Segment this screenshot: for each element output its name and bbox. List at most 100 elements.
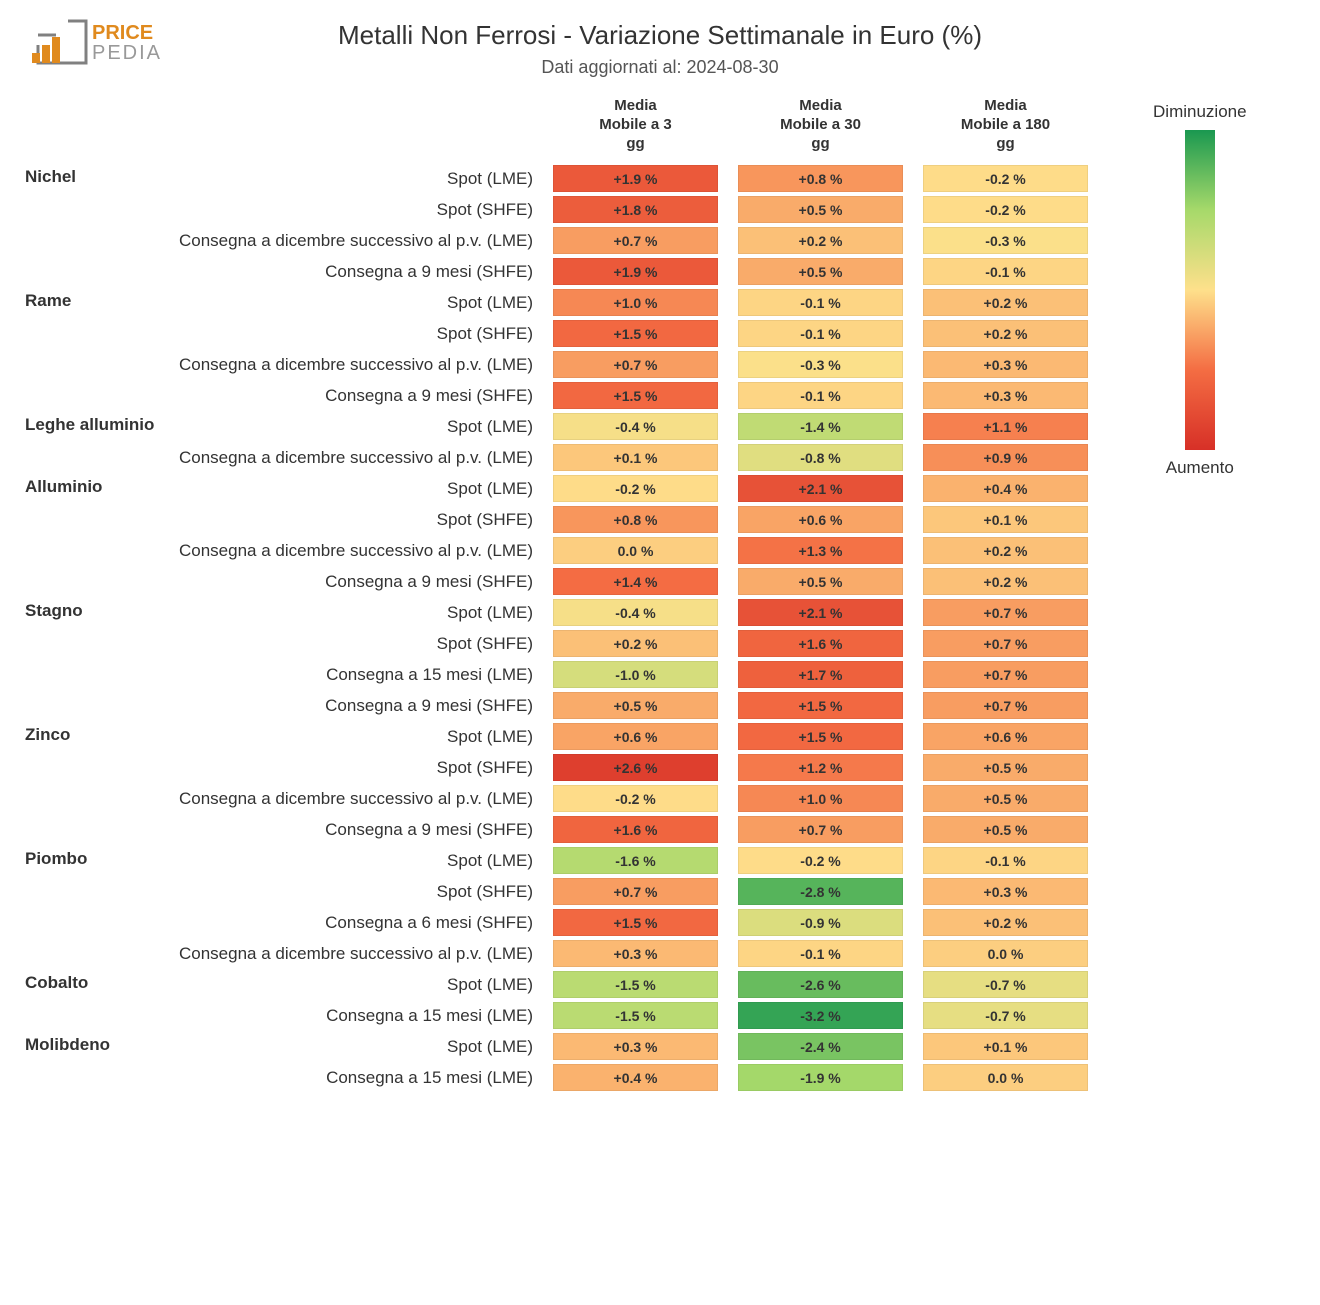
- heatmap-cell: +0.6 %: [738, 506, 903, 533]
- heatmap-cell: -0.2 %: [923, 165, 1088, 192]
- heatmap-cell-td: +0.7 %: [913, 628, 1098, 659]
- heatmap-cell-td: +0.6 %: [543, 721, 728, 752]
- metal-group-label: Nichel: [25, 163, 175, 194]
- heatmap-cell-td: +0.1 %: [543, 442, 728, 473]
- contract-label: Spot (LME): [175, 411, 543, 442]
- table-row: Consegna a dicembre successivo al p.v. (…: [25, 938, 1098, 969]
- heatmap-cell-td: +0.7 %: [728, 814, 913, 845]
- heatmap-cell-td: +1.2 %: [728, 752, 913, 783]
- col-line1: Media: [549, 97, 722, 116]
- heatmap-cell: -0.3 %: [738, 351, 903, 378]
- table-row: Consegna a 9 mesi (SHFE)+1.5 %-0.1 %+0.3…: [25, 380, 1098, 411]
- contract-label: Consegna a dicembre successivo al p.v. (…: [175, 349, 543, 380]
- heatmap-cell: -0.1 %: [738, 289, 903, 316]
- metal-group-label: [25, 566, 175, 597]
- heatmap-cell-td: +0.7 %: [543, 349, 728, 380]
- metal-group-label: [25, 814, 175, 845]
- table-row: MolibdenoSpot (LME)+0.3 %-2.4 %+0.1 %: [25, 1031, 1098, 1062]
- heatmap-cell: +1.5 %: [738, 723, 903, 750]
- heatmap-cell-td: -1.4 %: [728, 411, 913, 442]
- heatmap-cell-td: +0.4 %: [543, 1062, 728, 1093]
- heatmap-cell-td: +0.1 %: [913, 504, 1098, 535]
- metal-group-label: [25, 907, 175, 938]
- contract-label: Spot (SHFE): [175, 876, 543, 907]
- metal-group-label: Rame: [25, 287, 175, 318]
- table-row: Spot (SHFE)+0.2 %+1.6 %+0.7 %: [25, 628, 1098, 659]
- heatmap-cell-td: -0.1 %: [913, 256, 1098, 287]
- column-header: MediaMobile a 180gg: [913, 93, 1098, 163]
- heatmap-cell-td: -0.1 %: [728, 380, 913, 411]
- heatmap-cell-td: -0.1 %: [728, 938, 913, 969]
- pricepedia-logo: PRICE PEDIA: [30, 15, 175, 70]
- heatmap-cell: 0.0 %: [923, 940, 1088, 967]
- heatmap-cell-td: -0.3 %: [913, 225, 1098, 256]
- col-line3: gg: [734, 135, 907, 154]
- contract-label: Consegna a 15 mesi (LME): [175, 1062, 543, 1093]
- heatmap-cell-td: +1.9 %: [543, 163, 728, 194]
- heatmap-cell-td: +1.5 %: [543, 380, 728, 411]
- metal-group-label: [25, 659, 175, 690]
- heatmap-cell-td: -0.2 %: [543, 473, 728, 504]
- heatmap-cell-td: -0.2 %: [543, 783, 728, 814]
- contract-label: Consegna a dicembre successivo al p.v. (…: [175, 783, 543, 814]
- col-line1: Media: [734, 97, 907, 116]
- logo-text-top: PRICE: [92, 22, 153, 44]
- heatmap-cell: -1.4 %: [738, 413, 903, 440]
- col-line3: gg: [919, 135, 1092, 154]
- heatmap-cell: +0.6 %: [553, 723, 718, 750]
- heatmap-cell-td: +1.5 %: [728, 690, 913, 721]
- heatmap-cell: +0.7 %: [923, 692, 1088, 719]
- table-row: ZincoSpot (LME)+0.6 %+1.5 %+0.6 %: [25, 721, 1098, 752]
- heatmap-cell: -0.1 %: [923, 258, 1088, 285]
- heatmap-cell-td: +0.7 %: [913, 659, 1098, 690]
- metal-group-label: [25, 442, 175, 473]
- metal-group-label: [25, 690, 175, 721]
- heatmap-cell-td: +0.8 %: [728, 163, 913, 194]
- heatmap-cell: +0.1 %: [553, 444, 718, 471]
- heatmap-cell-td: -2.4 %: [728, 1031, 913, 1062]
- heatmap-cell: +2.1 %: [738, 475, 903, 502]
- main-layout: MediaMobile a 3ggMediaMobile a 30ggMedia…: [25, 93, 1295, 1093]
- metal-group-label: [25, 752, 175, 783]
- contract-label: Spot (SHFE): [175, 628, 543, 659]
- heatmap-cell-td: -0.1 %: [728, 287, 913, 318]
- heatmap-cell: +1.0 %: [738, 785, 903, 812]
- table-row: PiomboSpot (LME)-1.6 %-0.2 %-0.1 %: [25, 845, 1098, 876]
- heatmap-cell-td: +1.5 %: [543, 318, 728, 349]
- contract-label: Spot (LME): [175, 721, 543, 752]
- heatmap-cell-td: +2.1 %: [728, 473, 913, 504]
- heatmap-cell: +0.2 %: [553, 630, 718, 657]
- heatmap-cell-td: -0.4 %: [543, 597, 728, 628]
- heatmap-cell: +1.6 %: [553, 816, 718, 843]
- heatmap-cell: +1.5 %: [553, 382, 718, 409]
- heatmap-cell-td: +1.6 %: [543, 814, 728, 845]
- table-row: Spot (SHFE)+1.5 %-0.1 %+0.2 %: [25, 318, 1098, 349]
- metal-group-label: [25, 194, 175, 225]
- table-row: Consegna a dicembre successivo al p.v. (…: [25, 349, 1098, 380]
- heatmap-cell: -1.0 %: [553, 661, 718, 688]
- heatmap-cell-td: +0.5 %: [728, 256, 913, 287]
- heatmap-cell-td: +1.9 %: [543, 256, 728, 287]
- heatmap-cell: +0.7 %: [923, 630, 1088, 657]
- heatmap-cell: +2.1 %: [738, 599, 903, 626]
- col-line2: Mobile a 3: [549, 116, 722, 135]
- contract-label: Consegna a dicembre successivo al p.v. (…: [175, 535, 543, 566]
- heatmap-cell: -0.2 %: [553, 785, 718, 812]
- table-row: Consegna a dicembre successivo al p.v. (…: [25, 783, 1098, 814]
- heatmap-cell: +1.2 %: [738, 754, 903, 781]
- heatmap-cell: -0.1 %: [738, 320, 903, 347]
- heatmap-cell-td: +0.5 %: [913, 814, 1098, 845]
- col-line2: Mobile a 30: [734, 116, 907, 135]
- heatmap-cell: 0.0 %: [923, 1064, 1088, 1091]
- heatmap-cell-td: +0.2 %: [913, 287, 1098, 318]
- metal-group-label: Molibdeno: [25, 1031, 175, 1062]
- contract-label: Spot (LME): [175, 1031, 543, 1062]
- heatmap-cell: +0.2 %: [923, 568, 1088, 595]
- heatmap-cell: -0.2 %: [923, 196, 1088, 223]
- contract-label: Spot (SHFE): [175, 318, 543, 349]
- contract-label: Consegna a dicembre successivo al p.v. (…: [175, 225, 543, 256]
- table-row: Consegna a 9 mesi (SHFE)+1.4 %+0.5 %+0.2…: [25, 566, 1098, 597]
- heatmap-cell-td: +0.5 %: [543, 690, 728, 721]
- metal-group-label: [25, 256, 175, 287]
- heatmap-cell: +0.4 %: [553, 1064, 718, 1091]
